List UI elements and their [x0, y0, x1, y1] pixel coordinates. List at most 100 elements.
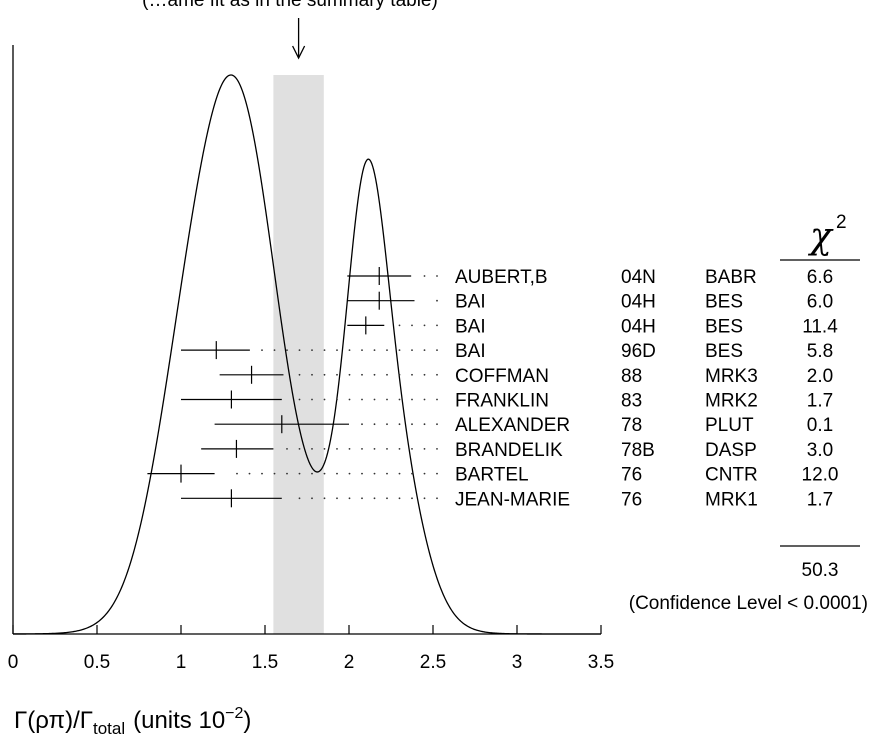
- measurement-author: BAI: [455, 316, 486, 337]
- x-tick-label: 2.5: [420, 652, 446, 673]
- leader-dot: [336, 349, 338, 351]
- leader-dot: [348, 448, 351, 450]
- measurement-experiment: CNTR: [705, 465, 758, 486]
- leader-dot: [348, 497, 351, 500]
- leader-dot: [398, 472, 401, 475]
- xlabel-units: (units 10: [133, 707, 225, 734]
- leader-dot: [423, 373, 426, 376]
- leader-dot: [323, 448, 326, 450]
- measurement-row: COFFMAN 88 MRK3 2.0: [219, 365, 833, 387]
- measurement-experiment: MRK2: [705, 391, 758, 412]
- measurement-year: 78: [621, 415, 642, 436]
- measurement-experiment: BES: [705, 316, 743, 337]
- leader-dot: [411, 398, 413, 401]
- leader-dot: [373, 472, 376, 475]
- measurement-row: BARTEL 76 CNTR 12.0: [147, 464, 838, 486]
- measurement-author: ALEXANDER: [455, 415, 570, 436]
- x-axis-label: Γ(ρπ)/Γtotal (units 10−2): [14, 705, 251, 738]
- measurement-experiment: MRK1: [705, 489, 758, 510]
- leader-dot: [248, 472, 251, 475]
- measurement-row: BAI 04H BES 11.4: [347, 316, 838, 337]
- chi2-header-exponent: 2: [836, 212, 847, 233]
- leader-dot: [361, 497, 363, 500]
- leader-dot: [411, 472, 413, 475]
- measurement-author: COFFMAN: [455, 366, 549, 387]
- leader-dot: [423, 349, 426, 351]
- leader-dot: [423, 275, 426, 277]
- measurement-chi2: 1.7: [807, 391, 833, 412]
- x-tick-label: 2: [344, 652, 355, 673]
- leader-dot: [323, 497, 326, 500]
- leader-dot: [361, 472, 363, 475]
- measurement-experiment: BABR: [705, 267, 757, 288]
- leader-dot: [323, 373, 326, 376]
- measurement-experiment: PLUT: [705, 415, 754, 436]
- leader-dot: [373, 349, 376, 351]
- leader-dot: [423, 324, 426, 327]
- leader-dot: [361, 398, 363, 401]
- leader-dot: [323, 398, 326, 401]
- measurement-year: 04H: [621, 292, 656, 313]
- xlabel-main: Γ(ρπ)/Γ: [14, 707, 93, 734]
- leader-dot: [411, 448, 413, 450]
- chart-title-fragment: (…ame fit as in the summary table): [142, 0, 438, 11]
- measurement-experiment: MRK3: [705, 366, 758, 387]
- confidence-note: (Confidence Level < 0.0001): [629, 593, 868, 614]
- measurement-year: 76: [621, 489, 642, 510]
- leader-dot: [411, 497, 413, 500]
- measurement-chi2: 2.0: [807, 366, 833, 387]
- average-band: [273, 75, 324, 634]
- measurement-chi2: 11.4: [802, 316, 838, 337]
- measurement-experiment: BES: [705, 341, 743, 362]
- measurement-author: BAI: [455, 341, 486, 362]
- leader-dot: [386, 472, 388, 475]
- leader-dot: [336, 398, 338, 401]
- leader-dot: [311, 349, 313, 351]
- leader-dot: [423, 398, 426, 401]
- x-tick-label: 0.5: [84, 652, 110, 673]
- measurement-chi2: 3.0: [807, 440, 833, 461]
- leader-dot: [436, 472, 438, 475]
- x-tick-label: 0: [8, 652, 19, 673]
- svg-text:Γ(ρπ)/Γtotal(units 10−2): Γ(ρπ)/Γtotal (units 10−2): [14, 705, 251, 738]
- leader-dot: [323, 472, 326, 475]
- measurement-year: 76: [621, 465, 642, 486]
- leader-dot: [398, 349, 401, 351]
- measurement-author: BRANDELIK: [455, 440, 563, 461]
- leader-dot: [436, 448, 438, 450]
- leader-dot: [398, 324, 401, 327]
- leader-dot: [423, 472, 426, 475]
- leader-dot: [361, 423, 363, 426]
- leader-dot: [298, 398, 301, 401]
- measurement-author: AUBERT,B: [455, 267, 548, 288]
- leader-dot: [311, 472, 313, 475]
- measurement-chi2: 0.1: [807, 415, 833, 436]
- measurement-year: 96D: [621, 341, 656, 362]
- leader-dot: [336, 448, 338, 450]
- leader-dot: [261, 349, 263, 351]
- average-arrow: [292, 18, 306, 60]
- leader-dot: [298, 349, 301, 351]
- leader-dot: [411, 324, 413, 327]
- measurement-row: FRANKLIN 83 MRK2 1.7: [181, 390, 833, 412]
- measurements: AUBERT,B 04N BABR 6.6 BAI 04H BES 6.0 BAI 04H BES 1…: [147, 267, 838, 510]
- leader-dot: [298, 448, 301, 450]
- measurement-row: AUBERT,B 04N BABR 6.6: [347, 267, 833, 288]
- leader-dot: [411, 349, 413, 351]
- leader-dot: [436, 373, 438, 376]
- leader-dot: [436, 324, 438, 327]
- x-tick-label: 3: [512, 652, 523, 673]
- leader-dot: [398, 497, 401, 500]
- leader-dot: [323, 349, 326, 351]
- measurement-year: 04H: [621, 316, 656, 337]
- leader-dot: [436, 398, 438, 401]
- leader-dot: [361, 448, 363, 450]
- measurement-row: BRANDELIK 78B DASP 3.0: [201, 439, 833, 461]
- measurement-chi2: 6.6: [807, 267, 833, 288]
- leader-dot: [286, 349, 288, 351]
- xlabel-subscript: total: [93, 719, 125, 738]
- leader-dot: [361, 349, 363, 351]
- leader-dot: [436, 423, 438, 426]
- leader-dot: [348, 349, 351, 351]
- leader-dot: [373, 423, 376, 426]
